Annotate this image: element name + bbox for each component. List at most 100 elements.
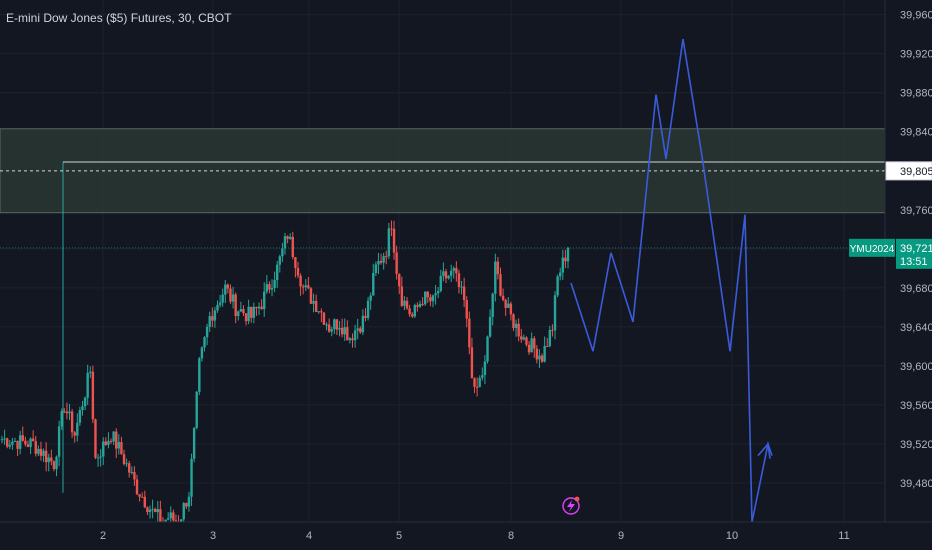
candle — [156, 500, 159, 522]
candle — [473, 377, 476, 394]
candle — [198, 356, 201, 396]
candle — [499, 267, 502, 297]
candle — [553, 291, 557, 340]
candle — [424, 291, 427, 306]
candle — [81, 400, 84, 416]
candle — [468, 311, 471, 355]
candle — [559, 267, 562, 281]
price-axis-bg — [885, 0, 932, 550]
candle — [117, 434, 121, 455]
candle — [436, 287, 440, 299]
candle — [182, 501, 185, 523]
candle — [444, 268, 448, 284]
time-tick-label: 4 — [306, 530, 312, 542]
candle — [294, 257, 297, 278]
candle — [281, 242, 284, 263]
candle — [141, 492, 144, 498]
price-axis[interactable]: 39,96039,92039,88039,84039,80039,76039,7… — [884, 0, 932, 550]
candle — [501, 288, 505, 302]
candle — [314, 294, 318, 313]
candle — [278, 254, 282, 273]
candle — [24, 436, 27, 447]
candle — [224, 280, 227, 304]
candle — [525, 336, 528, 347]
candle — [47, 453, 50, 472]
candle — [55, 455, 58, 477]
lightning-icon — [567, 500, 575, 512]
candle — [327, 318, 331, 333]
candle — [522, 334, 526, 341]
candle — [226, 283, 230, 294]
candle — [239, 301, 243, 313]
candle — [372, 263, 375, 296]
candle — [91, 365, 95, 424]
time-tick-label: 10 — [726, 530, 738, 542]
candle — [34, 435, 37, 457]
candle — [517, 318, 520, 342]
candle — [120, 436, 123, 455]
candle — [304, 279, 307, 292]
candle — [335, 319, 339, 336]
candle — [68, 403, 71, 421]
candle — [83, 396, 87, 411]
price-tick-label: 39,960 — [900, 10, 932, 22]
candle — [299, 273, 302, 296]
candle — [340, 318, 344, 338]
candle — [561, 249, 565, 281]
candle — [218, 294, 222, 308]
candle — [208, 311, 211, 332]
candle — [237, 310, 240, 321]
candle — [385, 250, 388, 265]
candle — [359, 326, 362, 334]
candle — [265, 275, 269, 294]
candle — [475, 377, 479, 397]
candle — [405, 297, 409, 310]
candle — [148, 505, 152, 519]
candle — [192, 427, 196, 463]
candle — [507, 297, 510, 308]
candle — [203, 336, 206, 352]
candle — [351, 333, 354, 348]
alert-icon[interactable] — [562, 496, 580, 515]
candle — [408, 304, 411, 317]
candle — [429, 293, 432, 307]
candle — [216, 300, 219, 313]
candle — [491, 292, 494, 326]
candle — [382, 252, 385, 270]
candle — [42, 448, 45, 463]
candle — [312, 293, 315, 313]
candle — [234, 292, 237, 324]
time-axis[interactable]: 2 3 4 5 8 9 10 11 — [0, 521, 932, 550]
candle — [242, 305, 245, 317]
candle — [13, 437, 17, 442]
candle — [379, 253, 383, 265]
symbol-label: YMU2024 — [850, 244, 895, 255]
alert-dot-icon — [574, 496, 580, 502]
candle — [387, 222, 391, 260]
candle — [187, 491, 191, 512]
candle — [546, 337, 549, 348]
candle — [115, 428, 118, 459]
candle — [421, 297, 424, 306]
candle — [8, 440, 11, 450]
candle — [330, 326, 333, 337]
candle — [403, 296, 406, 311]
price-tick-label: 39,680 — [900, 283, 932, 295]
candle — [364, 308, 367, 322]
candle — [426, 290, 429, 303]
candle — [470, 337, 474, 379]
candle — [309, 287, 313, 304]
candle — [94, 418, 97, 460]
candle — [494, 253, 497, 302]
candle — [296, 261, 300, 279]
chart-title: E-mini Dow Jones ($5) Futures, 30, CBOT — [6, 11, 232, 25]
candle — [102, 437, 105, 465]
candle — [16, 440, 19, 457]
candle — [130, 466, 134, 475]
candle — [551, 324, 554, 337]
candle — [270, 279, 274, 297]
